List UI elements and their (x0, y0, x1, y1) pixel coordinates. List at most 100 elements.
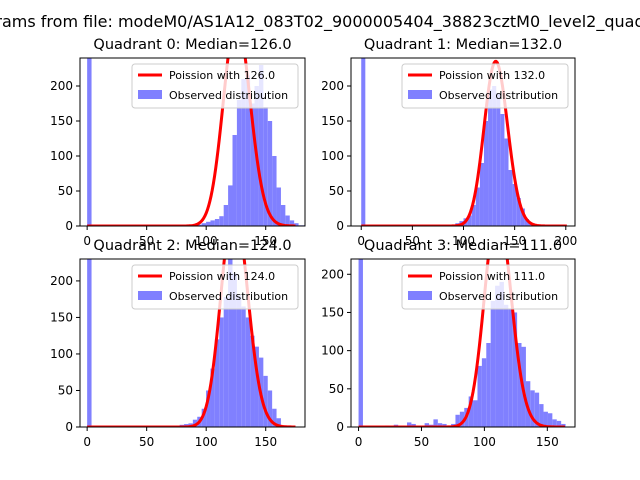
legend-hist-swatch (138, 291, 162, 300)
x-tick-label: 150 (503, 234, 526, 248)
hist-bar (280, 205, 286, 226)
hist-bar (433, 419, 438, 427)
hist-bar (201, 223, 207, 226)
axes-frame (350, 258, 576, 428)
hist-bar (289, 220, 295, 226)
plot-area (86, 259, 296, 427)
y-tick-label: 50 (329, 382, 344, 396)
poisson-curve (86, 259, 296, 427)
hist-bar (508, 170, 513, 226)
legend: Poission with 124.0 Observed distribution (131, 264, 299, 310)
legend-hist-label: Observed distribution (439, 89, 558, 102)
x-tick-label: 0 (83, 435, 91, 449)
y-tick-label: 200 (50, 274, 73, 288)
quadrant-title: Quadrant 3: Median=111.0 (364, 238, 562, 254)
hist-bar (512, 312, 518, 427)
hist-bar (496, 93, 501, 226)
hist-bar (437, 423, 443, 427)
hist-bar (517, 343, 522, 427)
hist-bar (556, 420, 562, 427)
y-tick-label: 100 (50, 347, 73, 361)
hist-bar (471, 205, 476, 226)
hist-bar (490, 301, 496, 427)
hist-bar (214, 339, 220, 427)
y-tick-label: 150 (50, 114, 73, 128)
hist-bar (232, 135, 237, 226)
hist-bar (254, 346, 259, 427)
legend-hist-swatch (138, 90, 162, 99)
legend-hist-label: Observed distribution (169, 89, 288, 102)
quadrant-0-panel: 0 50 100 150 200 0 50 100 150 Poission with 126.0… (50, 37, 306, 248)
x-tick-label: 50 (139, 234, 154, 248)
hist-bar (241, 306, 246, 427)
hist-bar (504, 138, 509, 226)
legend-poisson-label: Poission with 124.0 (169, 270, 275, 283)
legend-poisson-label: Poission with 126.0 (169, 69, 275, 82)
axes-frame (350, 57, 576, 227)
hist-bar (477, 365, 482, 427)
legend-poisson-label: Poission with 111.0 (439, 270, 545, 283)
hist-bar (276, 418, 281, 427)
legend-hist-label: Observed distribution (169, 290, 288, 303)
hist-bar (411, 423, 416, 427)
y-tick-label: 100 (321, 344, 344, 358)
x-tick-label: 100 (452, 234, 475, 248)
x-tick-label: 0 (357, 234, 365, 248)
x-tick-label: 0 (83, 234, 91, 248)
hist-bar (210, 368, 215, 427)
hist-bar (539, 404, 544, 427)
x-tick-label: 50 (139, 435, 154, 449)
hist-bar (479, 163, 484, 226)
x-tick-label: 150 (254, 435, 277, 449)
hist-bar (245, 317, 251, 427)
hist-bar (530, 390, 535, 427)
hist-bar (232, 273, 237, 427)
hist-bar (285, 215, 290, 226)
hist-bar (206, 221, 211, 226)
hist-bar (561, 423, 566, 427)
quadrant-2-panel: 0 50 100 150 200 0 50 100 150 Poission with 124.0… (50, 238, 306, 449)
legend-box (131, 63, 299, 109)
quadrant-title: Quadrant 2: Median=124.0 (93, 238, 291, 254)
hist-bar (500, 114, 505, 226)
legend: Poission with 132.0 Observed distribution (401, 63, 569, 109)
hist-bar (87, 58, 92, 226)
x-tick-label: 150 (536, 435, 559, 449)
axes-frame (79, 258, 306, 428)
y-tick-label: 200 (50, 79, 73, 93)
y-tick-label: 0 (65, 420, 73, 434)
hist-bar (524, 219, 529, 226)
hist-bar (424, 423, 430, 427)
quadrant-3-panel: 0 50 100 150 200 0 50 100 150 Poission with 111.0… (321, 238, 576, 449)
legend-box (401, 264, 569, 310)
hist-bar (267, 390, 273, 427)
y-tick-label: 0 (65, 219, 73, 233)
hist-bar (455, 414, 460, 427)
hist-bar (250, 335, 255, 427)
y-tick-label: 50 (58, 184, 73, 198)
x-tick-label: 150 (254, 234, 277, 248)
hist-bar (358, 259, 363, 427)
hist-bar (228, 259, 233, 427)
hist-bar (512, 184, 517, 226)
y-tick-label: 150 (50, 310, 73, 324)
hist-bar (442, 423, 447, 427)
hist-bar (481, 358, 487, 427)
hist-bar (516, 198, 521, 226)
hist-bar (250, 103, 255, 226)
hist-bar (210, 220, 215, 226)
hist-bar (223, 296, 229, 427)
hist-bar (467, 215, 472, 226)
plot-area (358, 259, 566, 427)
legend: Poission with 126.0 Observed distribution (131, 63, 299, 109)
hist-bar (272, 156, 277, 226)
hist-bar (197, 224, 202, 226)
hist-bar (192, 419, 198, 427)
hist-bar (267, 121, 273, 226)
hist-bar (407, 422, 412, 427)
hist-bar (294, 223, 299, 226)
quadrant-1-panel: 0 50 100 150 200 0 50 100 150 200 Poission with 13… (321, 37, 577, 248)
y-tick-label: 50 (58, 383, 73, 397)
hist-bar (219, 317, 224, 427)
hist-bar (543, 411, 548, 427)
